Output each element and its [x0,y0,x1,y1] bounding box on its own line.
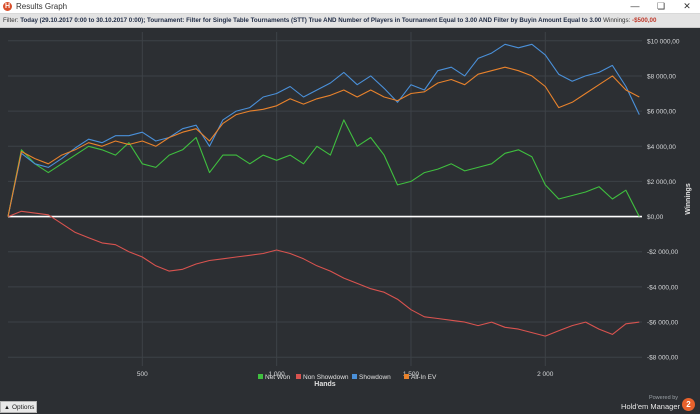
legend-item: Non Showdown [296,374,349,381]
series-line-showdown [7,43,640,217]
y-tick-label: $4 000,00 [647,144,676,151]
powered-by-text: Powered by [648,395,678,401]
legend-label: Non Showdown [303,374,349,381]
x-tick-label: 2 000 [537,371,554,378]
window-title: Results Graph [16,2,68,11]
y-axis-title: Winnings [685,183,692,215]
y-tick-label: -$2 000,00 [647,249,678,256]
legend-label: All-In EV [411,374,437,381]
legend-swatch [404,374,409,379]
y-tick-label: $10 000,00 [647,38,680,45]
series-line-non-showdown [7,210,640,337]
winnings-label: Winnings: [603,17,631,24]
brand-name: Hold'em Manager [621,402,680,411]
x-tick-label: 1 000 [269,371,286,378]
legend-swatch [258,374,263,379]
options-button[interactable]: ▲ Options [0,401,37,413]
legend-label: Net Won [265,374,291,381]
legend-item: All-In EV [404,374,437,381]
x-tick-label: 1 500 [403,371,420,378]
series-line-net-won [7,119,640,217]
filter-prefix: Filter: [3,17,19,24]
plot-area [8,32,642,366]
y-tick-label: $2 000,00 [647,179,676,186]
legend-label: Showdown [359,374,391,381]
filter-description: Today (29.10.2017 0:00 to 30.10.2017 0:0… [20,17,602,24]
chevron-up-icon: ▲ [4,405,10,411]
legend-swatch [296,374,301,379]
legend-swatch [352,374,357,379]
y-tick-label: $8 000,00 [647,73,676,80]
footer-bar [0,398,700,413]
winnings-value: -$500,00 [632,17,657,24]
x-axis-title: Hands [314,381,336,388]
legend-item: Net Won [258,374,291,381]
series-line-all-in-ev [7,66,640,217]
brand-logo-icon: 2 [682,398,695,411]
y-tick-label: $6 000,00 [647,109,676,116]
options-label: Options [12,404,35,411]
filter-bar: Filter: Today (29.10.2017 0:00 to 30.10.… [0,14,700,28]
y-tick-label: -$8 000,00 [647,355,678,362]
y-tick-label: -$6 000,00 [647,320,678,327]
legend-item: Showdown [352,374,391,381]
y-tick-label: -$4 000,00 [647,284,678,291]
close-button[interactable]: ✕ [683,1,691,11]
app-logo-icon: H [3,2,12,11]
y-tick-label: $0,00 [647,214,664,221]
results-graph: -$8 000,00 -$6 000,00 -$4 000,00 -$2 000,00… [7,32,692,388]
maximize-button[interactable]: ❏ [656,1,666,11]
minimize-button[interactable]: — [630,1,640,11]
x-tick-label: 500 [137,371,148,378]
title-bar: H Results Graph — ❏ ✕ [0,0,700,14]
